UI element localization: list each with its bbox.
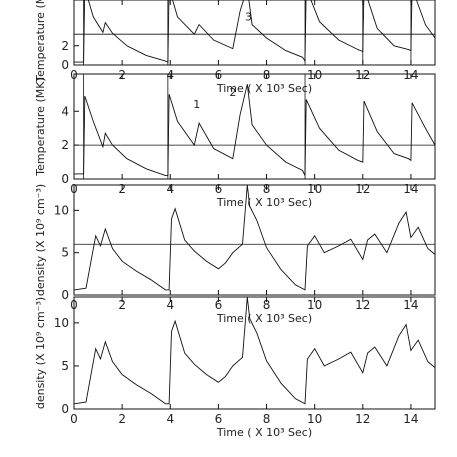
chart1-y-axis-label: Temperature (MK) xyxy=(34,0,47,83)
chart2-annotation-label: 1 xyxy=(193,98,200,111)
chart4-x-tick-label: 8 xyxy=(263,412,271,426)
chart3-x-tick-label: 8 xyxy=(263,298,271,312)
chart3-x-tick-label: 14 xyxy=(403,298,418,312)
chart4-x-tick-label: 14 xyxy=(403,412,418,426)
chart3-y-tick-label: 0 xyxy=(61,288,69,302)
chart3-series-line xyxy=(73,184,436,291)
chart4-y-axis-label: density (X 10⁹ cm⁻³) xyxy=(34,297,47,409)
chart4-x-tick-label: 4 xyxy=(166,412,174,426)
chart3-x-axis-label: Time ( X 10³ Sec) xyxy=(216,312,312,325)
chart4-x-tick-label: 12 xyxy=(355,412,370,426)
chart1-series-line xyxy=(74,0,436,63)
chart2-y-tick-label: 4 xyxy=(61,104,69,118)
chart4-x-tick-label: 2 xyxy=(118,412,126,426)
chart3-axes-frame xyxy=(73,184,436,296)
chart4-series-line xyxy=(73,296,436,405)
chart2-x-axis-label: Time ( X 10³ Sec) xyxy=(216,196,312,209)
chart2-y-tick-label: 0 xyxy=(61,172,69,186)
chart3-y-tick-label: 10 xyxy=(54,203,69,217)
chart2-annotation-label: 2 xyxy=(229,86,236,99)
chart2-y-axis-label: Temperature (MK) xyxy=(34,77,47,176)
chart3-x-tick-label: 12 xyxy=(355,298,370,312)
chart4-x-tick-label: 6 xyxy=(215,412,223,426)
chart2-y-tick-label: 2 xyxy=(61,138,69,152)
chart4-y-tick-label: 5 xyxy=(61,359,69,373)
chart1-annotation-label: 3 xyxy=(245,11,252,24)
chart4-y-tick-label: 0 xyxy=(61,402,69,416)
chart4-axes-frame xyxy=(73,296,436,410)
chart1-y-tick-label: 0 xyxy=(61,58,69,72)
chart3-y-tick-label: 5 xyxy=(61,246,69,260)
chart4-x-axis-label: Time ( X 10³ Sec) xyxy=(216,426,312,439)
chart1-x-axis-label: Time ( X 10³ Sec) xyxy=(216,82,312,95)
chart1-y-tick-label: 2 xyxy=(61,39,69,53)
chart4-x-tick-label: 0 xyxy=(70,412,78,426)
chart3-x-tick-label: 2 xyxy=(118,298,126,312)
chart4-x-tick-label: 10 xyxy=(307,412,322,426)
chart2-series-line xyxy=(74,84,436,177)
chart3-y-axis-label: density (X 10⁹ cm⁻³) xyxy=(34,184,47,296)
chart3-x-tick-label: 6 xyxy=(215,298,223,312)
chart3-x-tick-label: 4 xyxy=(166,298,174,312)
chart2-axes-frame xyxy=(73,73,436,180)
chart4-y-tick-label: 10 xyxy=(54,316,69,330)
chart3-x-tick-label: 10 xyxy=(307,298,322,312)
chart1-axes-frame xyxy=(73,0,436,66)
